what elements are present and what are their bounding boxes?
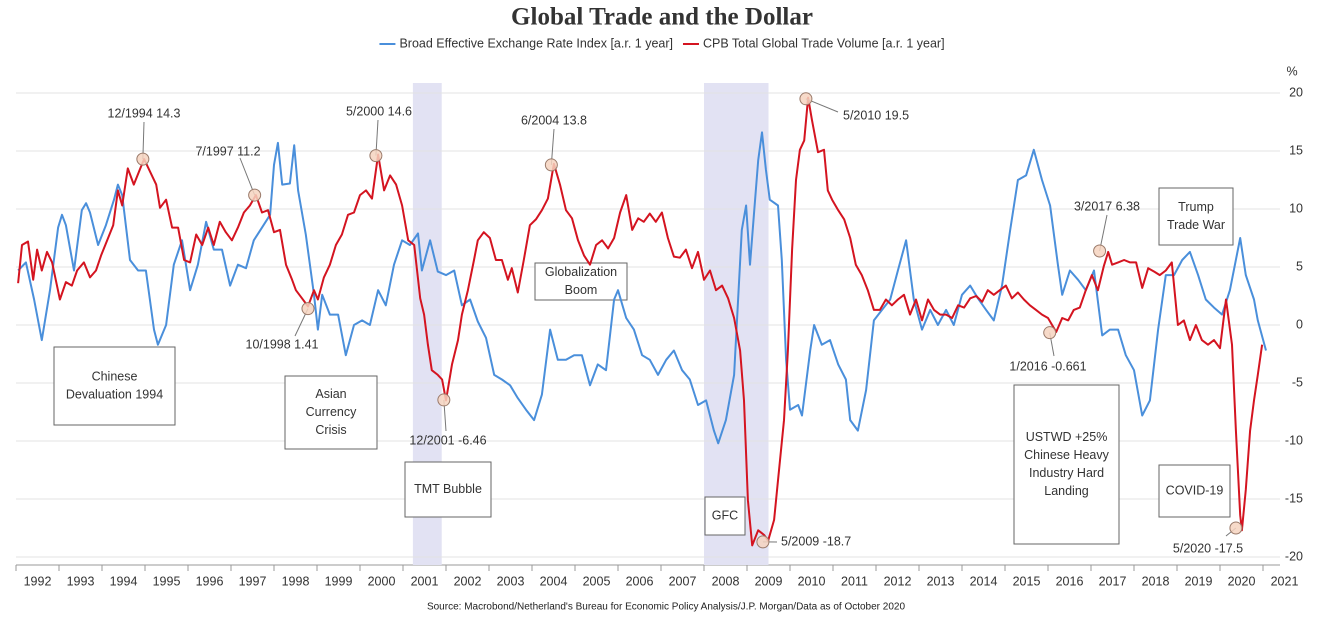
- annotation-box: [1013, 384, 1120, 545]
- annotation-box-text: Trump: [1178, 200, 1214, 214]
- x-tick-label: 2016: [1056, 574, 1084, 588]
- annotation-box: [534, 262, 628, 301]
- annotation-label: 10/1998 1.41: [246, 337, 319, 351]
- annotation-marker: [248, 188, 262, 202]
- annotation-box: [704, 496, 746, 536]
- legend: Broad Effective Exchange Rate Index [a.r…: [379, 36, 945, 50]
- x-tick-label: 2010: [798, 574, 826, 588]
- series-line: [17, 96, 1264, 547]
- y-axis-label: %: [1286, 64, 1297, 78]
- annotation-label: 6/2004 13.8: [521, 113, 587, 127]
- series-line: [17, 131, 1267, 445]
- x-tick-label: 2002: [454, 574, 482, 588]
- annotation-box: [404, 461, 492, 518]
- x-tick-label: 2018: [1142, 574, 1170, 588]
- annotation-box: [53, 346, 176, 426]
- annotation-box-text: Boom: [565, 283, 598, 297]
- annotation-marker: [136, 152, 150, 166]
- x-tick-label: 1999: [325, 574, 353, 588]
- annotation-box-text: TMT Bubble: [414, 482, 482, 496]
- annotation-label: 5/2000 14.6: [346, 104, 412, 118]
- annotation-label: 5/2009 -18.7: [781, 534, 851, 548]
- annotation-box: [284, 375, 378, 450]
- annotation-box-text: Trade War: [1167, 218, 1225, 232]
- annotation-marker: [301, 302, 315, 316]
- x-tick-label: 1992: [24, 574, 52, 588]
- annotation-box-text: Devaluation 1994: [66, 387, 163, 401]
- annotation-box-text: Globalization: [545, 265, 617, 279]
- annotation-box: [1158, 464, 1231, 518]
- x-tick-label: 2006: [626, 574, 654, 588]
- annotation-label: 7/1997 11.2: [195, 144, 260, 158]
- annotation-box-text: USTWD +25%: [1026, 430, 1108, 444]
- x-tick-label: 1995: [153, 574, 181, 588]
- y-tick-label: 0: [1296, 317, 1303, 331]
- annotation-marker: [369, 149, 383, 163]
- annotation-leader: [239, 157, 256, 196]
- y-tick-label: 5: [1296, 259, 1303, 273]
- x-tick-label: 2004: [540, 574, 568, 588]
- x-tick-label: 1998: [282, 574, 310, 588]
- annotation-marker: [1043, 326, 1057, 340]
- annotation-box: [1158, 187, 1234, 246]
- y-tick-label: -5: [1292, 375, 1303, 389]
- y-tick-label: 15: [1289, 143, 1303, 157]
- x-tick-label: 2005: [583, 574, 611, 588]
- annotation-box-text: GFC: [712, 508, 738, 522]
- annotation-box-text: Chinese: [92, 369, 138, 383]
- y-tick-label: 10: [1289, 201, 1303, 215]
- chart-title: Global Trade and the Dollar: [511, 4, 813, 31]
- annotation-marker: [756, 535, 770, 549]
- x-tick-label: 2021: [1271, 574, 1299, 588]
- annotation-marker: [1093, 244, 1107, 258]
- annotation-box-text: Asian: [315, 387, 346, 401]
- annotation-box-text: Landing: [1044, 484, 1089, 498]
- annotation-box-text: Currency: [306, 405, 357, 419]
- annotation-label: 5/2010 19.5: [843, 108, 909, 122]
- x-tick-label: 2001: [411, 574, 439, 588]
- annotation-box-text: Crisis: [315, 423, 346, 437]
- annotation-marker: [1229, 521, 1243, 535]
- annotation-label: 1/2016 -0.661: [1009, 359, 1086, 373]
- annotation-label: 5/2020 -17.5: [1173, 541, 1243, 555]
- annotation-label: 12/1994 14.3: [108, 106, 181, 120]
- y-tick-label: -15: [1285, 491, 1303, 505]
- annotation-box-text: COVID-19: [1166, 483, 1224, 497]
- x-tick-label: 2008: [712, 574, 740, 588]
- x-tick-label: 1993: [67, 574, 95, 588]
- annotation-label: 3/2017 6.38: [1074, 199, 1140, 213]
- source-note: Source: Macrobond/Netherland's Bureau fo…: [427, 602, 906, 613]
- y-tick-label: -20: [1285, 549, 1303, 563]
- x-tick-label: 2017: [1099, 574, 1127, 588]
- x-tick-label: 2015: [1013, 574, 1041, 588]
- x-tick-label: 2019: [1185, 574, 1213, 588]
- legend-label: CPB Total Global Trade Volume [a.r. 1 ye…: [703, 36, 945, 50]
- x-tick-label: 2020: [1228, 574, 1256, 588]
- annotation-marker: [437, 393, 451, 407]
- annotation-marker: [544, 158, 558, 172]
- x-tick-label: 2011: [841, 574, 868, 588]
- legend-label: Broad Effective Exchange Rate Index [a.r…: [399, 36, 673, 50]
- x-tick-label: 2000: [368, 574, 396, 588]
- x-tick-label: 2012: [884, 574, 912, 588]
- x-tick-label: 2014: [970, 574, 998, 588]
- x-tick-label: 2013: [927, 574, 955, 588]
- x-tick-label: 1996: [196, 574, 224, 588]
- y-tick-label: 20: [1289, 85, 1303, 99]
- y-tick-label: -10: [1285, 433, 1303, 447]
- x-tick-label: 1997: [239, 574, 267, 588]
- x-tick-label: 2007: [669, 574, 697, 588]
- annotation-box-text: Chinese Heavy: [1024, 448, 1110, 462]
- x-tick-label: 2009: [755, 574, 783, 588]
- x-tick-label: 1994: [110, 574, 138, 588]
- x-tick-label: 2003: [497, 574, 525, 588]
- annotation-label: 12/2001 -6.46: [409, 433, 486, 447]
- annotation-box-text: Industry Hard: [1029, 466, 1104, 480]
- annotation-marker: [799, 92, 813, 106]
